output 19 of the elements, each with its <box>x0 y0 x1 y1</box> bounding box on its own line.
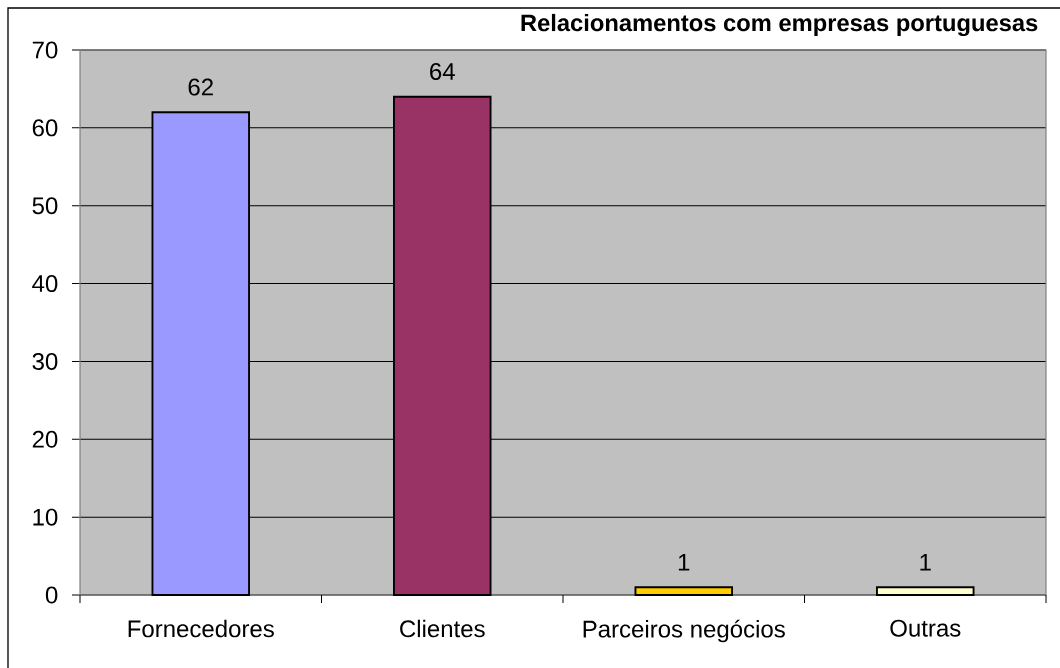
x-tick-label: Fornecedores <box>128 619 274 638</box>
chart-title: Relacionamentos com empresas portuguesas <box>521 13 1038 37</box>
y-tick-label: 30 <box>32 352 58 370</box>
data-label: 1 <box>920 553 931 571</box>
y-tick-label: 20 <box>32 430 58 448</box>
y-tick-label: 40 <box>32 275 58 293</box>
y-tick-label: 0 <box>45 586 58 604</box>
x-tick-label: Outras <box>890 619 961 637</box>
x-tick-label: Parceiros negócios <box>583 619 785 643</box>
bar <box>876 586 975 596</box>
bar <box>634 586 733 596</box>
y-tick-label: 50 <box>32 197 58 215</box>
y-tick-label: 70 <box>32 41 58 59</box>
data-label: 1 <box>678 553 690 571</box>
y-tick-label: 10 <box>33 508 58 526</box>
y-tick-label: 60 <box>32 119 58 137</box>
data-label: 62 <box>188 78 213 96</box>
x-tick-label: Clientes <box>400 619 485 638</box>
data-label: 64 <box>430 63 455 80</box>
